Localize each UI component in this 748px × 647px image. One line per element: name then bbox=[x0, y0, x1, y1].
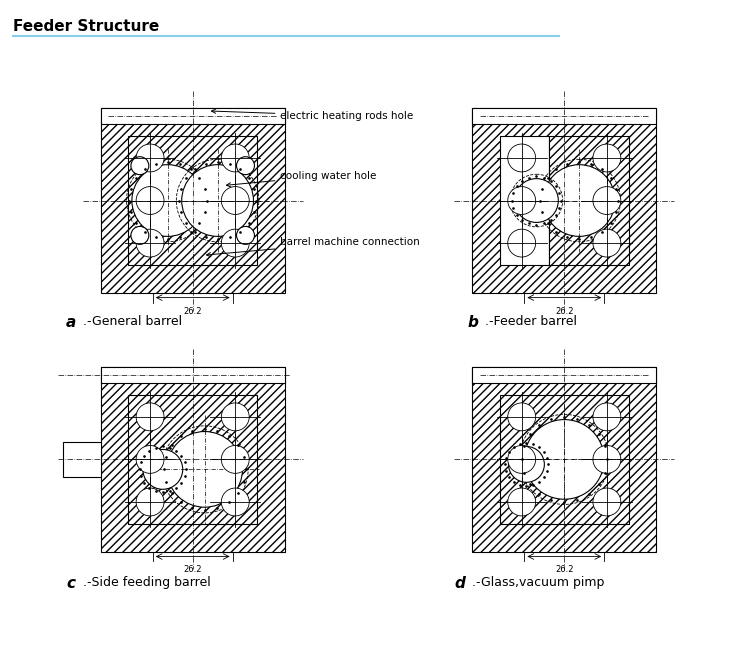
Circle shape bbox=[508, 488, 536, 516]
Circle shape bbox=[508, 186, 536, 214]
Text: barrel machine connection: barrel machine connection bbox=[206, 237, 420, 257]
Circle shape bbox=[221, 446, 249, 474]
Text: 26.2: 26.2 bbox=[555, 565, 574, 575]
Text: electric heating rods hole: electric heating rods hole bbox=[212, 109, 414, 121]
Text: d: d bbox=[455, 576, 465, 591]
Circle shape bbox=[221, 186, 249, 214]
Circle shape bbox=[131, 157, 149, 175]
Circle shape bbox=[182, 165, 254, 236]
Bar bbox=[472, 367, 657, 551]
Circle shape bbox=[136, 186, 164, 214]
Circle shape bbox=[508, 446, 536, 474]
Bar bbox=[100, 109, 285, 124]
Text: 26.2: 26.2 bbox=[555, 307, 574, 316]
Text: .-General barrel: .-General barrel bbox=[83, 315, 183, 328]
Text: .-Side feeding barrel: .-Side feeding barrel bbox=[83, 576, 211, 589]
Bar bbox=[100, 367, 285, 551]
Circle shape bbox=[236, 157, 254, 175]
Circle shape bbox=[593, 446, 621, 474]
Circle shape bbox=[543, 165, 615, 236]
Circle shape bbox=[132, 165, 203, 236]
Circle shape bbox=[593, 403, 621, 431]
Circle shape bbox=[593, 229, 621, 257]
Bar bbox=[500, 395, 629, 524]
Text: .-Glass,vacuum pimp: .-Glass,vacuum pimp bbox=[472, 576, 604, 589]
Circle shape bbox=[136, 446, 164, 474]
Text: a: a bbox=[66, 315, 76, 330]
Circle shape bbox=[136, 403, 164, 431]
Text: Feeder Structure: Feeder Structure bbox=[13, 19, 159, 34]
Circle shape bbox=[593, 488, 621, 516]
Circle shape bbox=[509, 446, 545, 482]
Circle shape bbox=[593, 144, 621, 172]
Circle shape bbox=[221, 144, 249, 172]
Circle shape bbox=[167, 432, 242, 507]
Text: 26.2: 26.2 bbox=[183, 565, 202, 575]
Bar bbox=[100, 109, 285, 292]
Text: c: c bbox=[66, 576, 75, 591]
Circle shape bbox=[136, 229, 164, 257]
Text: 26.2: 26.2 bbox=[183, 307, 202, 316]
Circle shape bbox=[236, 226, 254, 245]
Bar bbox=[472, 109, 657, 292]
Text: .-Feeder barrel: .-Feeder barrel bbox=[485, 315, 577, 328]
Bar bbox=[500, 136, 549, 265]
Bar bbox=[128, 395, 257, 524]
Bar bbox=[472, 109, 657, 124]
Circle shape bbox=[593, 186, 621, 214]
Bar bbox=[549, 136, 629, 265]
Circle shape bbox=[131, 226, 149, 245]
Circle shape bbox=[143, 450, 183, 489]
Circle shape bbox=[221, 488, 249, 516]
Circle shape bbox=[515, 179, 558, 223]
Circle shape bbox=[524, 420, 604, 499]
Circle shape bbox=[136, 144, 164, 172]
Bar bbox=[63, 442, 100, 477]
Circle shape bbox=[221, 229, 249, 257]
Circle shape bbox=[508, 144, 536, 172]
Circle shape bbox=[221, 403, 249, 431]
Bar bbox=[100, 367, 285, 383]
Bar bbox=[128, 136, 257, 265]
Circle shape bbox=[508, 229, 536, 257]
Circle shape bbox=[136, 488, 164, 516]
Circle shape bbox=[508, 403, 536, 431]
Text: b: b bbox=[468, 315, 479, 330]
Bar bbox=[472, 367, 657, 383]
Text: cooling water hole: cooling water hole bbox=[227, 171, 377, 187]
